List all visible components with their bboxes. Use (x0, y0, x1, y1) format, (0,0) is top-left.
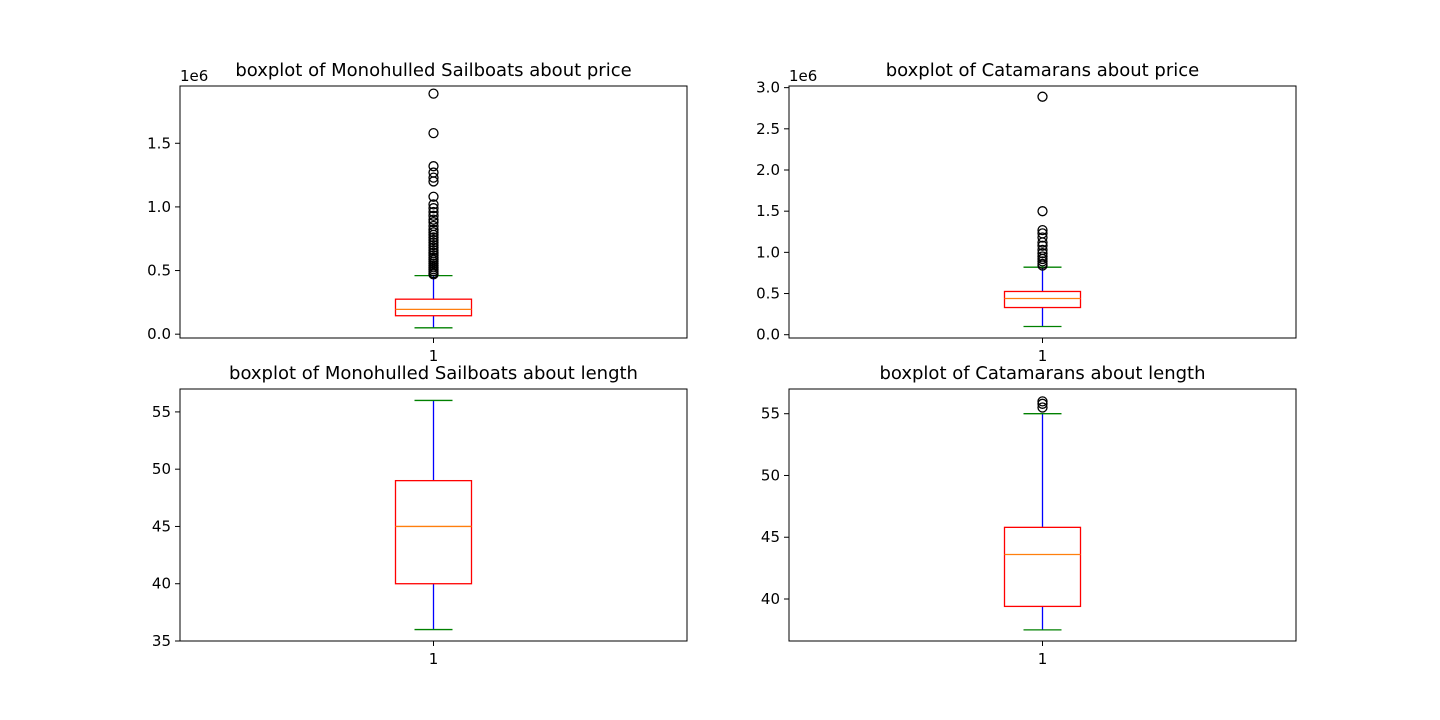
x-tick-label: 1 (1038, 347, 1048, 365)
y-tick-label: 0.5 (756, 285, 780, 303)
x-axis: 1 (1038, 338, 1048, 365)
outlier-point (1037, 248, 1048, 259)
y-tick-label: 50 (761, 466, 780, 484)
y-tick-label: 1.5 (756, 202, 780, 220)
outlier-point (428, 224, 439, 235)
outlier-point (428, 210, 439, 221)
plot-area (394, 88, 473, 329)
x-tick-label: 1 (429, 347, 439, 365)
x-axis: 1 (1038, 641, 1048, 668)
y-tick-label: 0.0 (147, 325, 171, 343)
y-tick-label: 45 (761, 528, 780, 546)
outlier-point (1037, 240, 1048, 251)
y-tick-label: 1.5 (147, 134, 171, 152)
outlier-point (428, 234, 439, 246)
chart-title: boxplot of Monohulled Sailboats about pr… (235, 60, 631, 81)
iqr-box (394, 479, 473, 585)
y-tick-label: 40 (761, 590, 780, 608)
x-tick-label: 1 (1038, 650, 1048, 668)
iqr-box (1003, 526, 1082, 608)
y-tick-label: 3.0 (756, 79, 780, 97)
outlier-point (428, 172, 439, 183)
outlier-point (428, 232, 439, 243)
outlier-point (428, 227, 439, 238)
plot-area (394, 399, 473, 631)
outlier-point (1037, 224, 1048, 236)
y-tick-label: 55 (152, 403, 171, 421)
chart-title: boxplot of Monohulled Sailboats about le… (229, 363, 638, 384)
outlier-point (1037, 402, 1048, 413)
axes-frame (788, 85, 1297, 339)
outlier-point (1037, 398, 1048, 409)
outlier-point (428, 229, 439, 241)
y-tick-label: 0.0 (756, 326, 780, 344)
outlier-point (428, 88, 439, 99)
outlier-point (428, 127, 439, 139)
outlier-point (428, 206, 439, 218)
y-tick-label: 55 (761, 405, 780, 423)
y-axis: 40 45 50 55 (761, 405, 789, 608)
y-axis: 0.0 0.5 1.0 1.5 2.0 2.5 3.0 (756, 79, 789, 344)
outlier-point (1037, 91, 1048, 102)
axes-frame (788, 388, 1297, 642)
outlier-point (428, 242, 439, 253)
axes-frame (179, 85, 688, 339)
y-tick-label: 1.0 (147, 198, 171, 216)
subplot-monohull-price: boxplot of Monohulled Sailboats about pr… (147, 60, 688, 365)
y-axis: 0.0 0.5 1.0 1.5 (147, 134, 180, 343)
y-axis: 35 40 45 50 55 (152, 403, 180, 650)
outlier-point (428, 269, 439, 280)
plot-area (1003, 91, 1082, 328)
y-tick-label: 45 (152, 517, 171, 535)
y-offset-label: 1e6 (789, 67, 817, 85)
y-tick-label: 2.5 (756, 120, 780, 138)
iqr-box (1003, 290, 1082, 309)
subplot-monohull-length: boxplot of Monohulled Sailboats about le… (152, 363, 688, 668)
axes-frame (179, 388, 688, 642)
outlier-point (428, 217, 439, 228)
outlier-point (428, 161, 439, 172)
x-tick-label: 1 (429, 650, 439, 668)
outlier-point (428, 176, 439, 187)
y-tick-label: 2.0 (756, 161, 780, 179)
outlier-point (1037, 206, 1048, 217)
y-tick-label: 40 (152, 575, 171, 593)
outlier-point (1037, 260, 1048, 271)
plot-area (1003, 396, 1082, 631)
subplot-catamaran-length: boxplot of Catamarans about length 40 45 5… (761, 363, 1297, 668)
chart-title: boxplot of Catamarans about price (886, 60, 1199, 81)
outlier-point (428, 237, 439, 248)
outlier-point (428, 203, 439, 214)
y-tick-label: 35 (152, 632, 171, 650)
x-axis: 1 (429, 641, 439, 668)
outlier-point (1037, 232, 1048, 243)
outlier-point (428, 250, 439, 261)
chart-title: boxplot of Catamarans about length (879, 363, 1205, 384)
outlier-point (428, 191, 439, 202)
outlier-point (428, 239, 439, 251)
outlier-point (1037, 237, 1048, 248)
iqr-box (394, 298, 473, 317)
outlier-point (428, 199, 439, 210)
y-offset-label: 1e6 (180, 67, 208, 85)
y-tick-label: 1.0 (756, 243, 780, 261)
x-axis: 1 (429, 338, 439, 365)
y-tick-label: 0.5 (147, 262, 171, 280)
y-tick-label: 50 (152, 460, 171, 478)
subplot-catamaran-price: boxplot of Catamarans about price 1e6 0.… (756, 60, 1297, 365)
outlier-point (428, 214, 439, 225)
